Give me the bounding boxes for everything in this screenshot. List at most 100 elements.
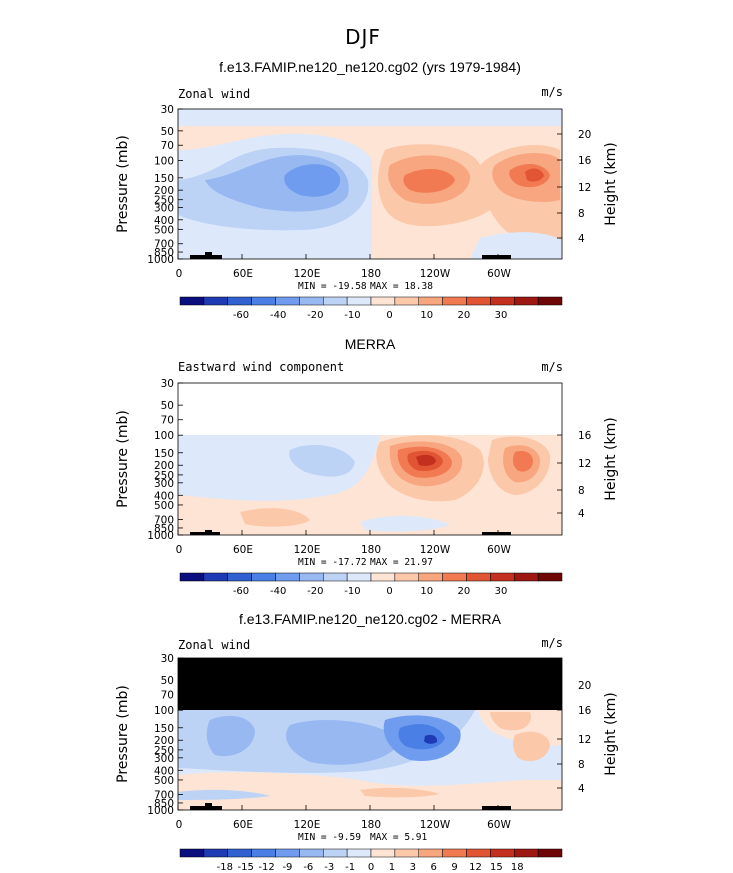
- panel-1-topography-b: [482, 255, 511, 259]
- colorbar-swatch: [466, 848, 491, 858]
- colorbar-label: -20: [307, 310, 323, 321]
- colorbar-swatch: [514, 848, 539, 858]
- panel-1-title: f.e13.FAMIP.ne120_ne120.cg02 (yrs 1979-1…: [219, 59, 521, 75]
- colorbar-swatch: [418, 848, 443, 858]
- y-tick-label: 250: [154, 195, 174, 207]
- x-tick-label: 120E: [294, 544, 321, 556]
- panel-3-min-label: MIN = -9.59: [298, 832, 361, 843]
- colorbar-swatch: [227, 848, 252, 858]
- x-tick-label: 60W: [487, 544, 511, 556]
- y-tick-label: 150: [154, 723, 174, 735]
- panel-1-topography-a: [190, 252, 222, 259]
- height-tick-label: 20: [578, 680, 591, 692]
- y-tick-label: 1000: [147, 805, 174, 817]
- y-tick-label: 850: [154, 523, 174, 535]
- colorbar-swatch: [537, 572, 563, 582]
- panel-2: MERRA Eastward wind component m/s 30 50 70…: [115, 336, 619, 597]
- y-tick-label: 150: [154, 448, 174, 460]
- y-tick-label: 400: [154, 215, 174, 227]
- colorbar-swatch: [227, 296, 252, 306]
- colorbar-swatch: [323, 848, 348, 858]
- y-tick-label: 850: [154, 247, 174, 259]
- colorbar-label: -40: [270, 310, 286, 321]
- panel-3-positive-contour-2a: [490, 712, 531, 731]
- height-tick-label: 16: [578, 155, 592, 167]
- colorbar-swatch: [442, 572, 467, 582]
- y-tick-label: 700: [154, 790, 174, 802]
- panel-2-low-level-westerly-core: [240, 508, 310, 527]
- colorbar-swatch: [299, 296, 324, 306]
- colorbar-swatch: [251, 572, 276, 582]
- panel-3-max-label: MAX = 5.91: [370, 832, 427, 843]
- panel-3-masked-stratosphere: [178, 658, 562, 710]
- colorbar-label: 15: [490, 862, 503, 873]
- panel-3-negative-contour-2a: [206, 715, 255, 757]
- colorbar-swatch: [442, 296, 467, 306]
- colorbar-swatch: [275, 572, 300, 582]
- colorbar-label: -12: [258, 862, 274, 873]
- panel-2-colorbar: -60 -40 -20 -10 0 10 20 30: [179, 572, 563, 597]
- y-tick-label: 400: [154, 765, 174, 777]
- y-axis-title: Pressure (mb): [115, 410, 131, 508]
- colorbar-swatch: [179, 848, 205, 858]
- y-tick-label: 700: [154, 515, 174, 527]
- panel-1-min-label: MIN = -19.58: [298, 281, 367, 292]
- colorbar-label: 30: [495, 310, 508, 321]
- colorbar-swatch: [275, 296, 300, 306]
- colorbar-label: -10: [344, 586, 360, 597]
- colorbar-label: 3: [410, 862, 416, 873]
- height-tick-label: 20: [578, 129, 591, 141]
- y-tick-label: 50: [161, 400, 174, 412]
- colorbar-label: -6: [303, 862, 313, 873]
- y-tick-label: 70: [161, 140, 174, 152]
- y-tick-label: 500: [154, 500, 174, 512]
- height-tick-label: 4: [578, 508, 585, 520]
- y-axis-title: Pressure (mb): [115, 135, 131, 233]
- colorbar-swatch: [418, 572, 443, 582]
- panel-1-colorbar: -60 -40 -20 -10 0 10 20 30: [179, 296, 563, 321]
- panel-1-upper-easterly-band: [178, 109, 562, 126]
- colorbar-swatch: [370, 572, 396, 582]
- panel-3: f.e13.FAMIP.ne120_ne120.cg02 - MERRA Zon…: [115, 611, 619, 873]
- y-tick-label: 250: [154, 470, 174, 482]
- colorbar-label: 10: [420, 586, 433, 597]
- colorbar-swatch: [514, 572, 539, 582]
- panel-1-units: m/s: [541, 85, 563, 99]
- right-axis-title: Height (km): [603, 692, 619, 775]
- y-tick-label: 30: [161, 653, 174, 665]
- right-axis-title: Height (km): [603, 142, 619, 225]
- panel-1: f.e13.FAMIP.ne120_ne120.cg02 (yrs 1979-1…: [115, 59, 619, 321]
- y-tick-label: 100: [154, 705, 174, 717]
- panel-3-colorbar: -18 -15 -12 -9 -6 -3 -1 0 1 3 6 9 12 15 18: [179, 848, 563, 873]
- x-tick-label: 180: [361, 819, 381, 831]
- colorbar-swatch: [394, 296, 419, 306]
- x-tick-label: 120W: [420, 544, 451, 556]
- colorbar-swatch: [394, 572, 419, 582]
- height-tick-label: 12: [578, 458, 591, 470]
- y-tick-label: 30: [161, 378, 174, 390]
- x-tick-label: 60E: [233, 819, 253, 831]
- colorbar-label: 20: [457, 586, 470, 597]
- colorbar-swatch: [323, 572, 348, 582]
- panel-3-contour-field: [178, 710, 562, 810]
- y-tick-label: 1000: [147, 254, 174, 266]
- colorbar-label: -60: [233, 586, 249, 597]
- colorbar-swatch: [490, 296, 515, 306]
- y-tick-label: 200: [154, 185, 174, 197]
- colorbar-label: -20: [307, 586, 323, 597]
- colorbar-label: -1: [345, 862, 355, 873]
- x-tick-label: 120E: [294, 819, 321, 831]
- panel-1-westerly-core-max: [525, 168, 544, 182]
- y-tick-label: 70: [161, 415, 174, 427]
- colorbar-swatch: [514, 296, 539, 306]
- panel-2-low-level-easterly: [360, 515, 450, 532]
- colorbar-swatch: [370, 296, 396, 306]
- colorbar-swatch: [203, 296, 228, 306]
- colorbar-swatch: [490, 572, 515, 582]
- colorbar-swatch: [203, 848, 228, 858]
- y-tick-label: 300: [154, 478, 174, 490]
